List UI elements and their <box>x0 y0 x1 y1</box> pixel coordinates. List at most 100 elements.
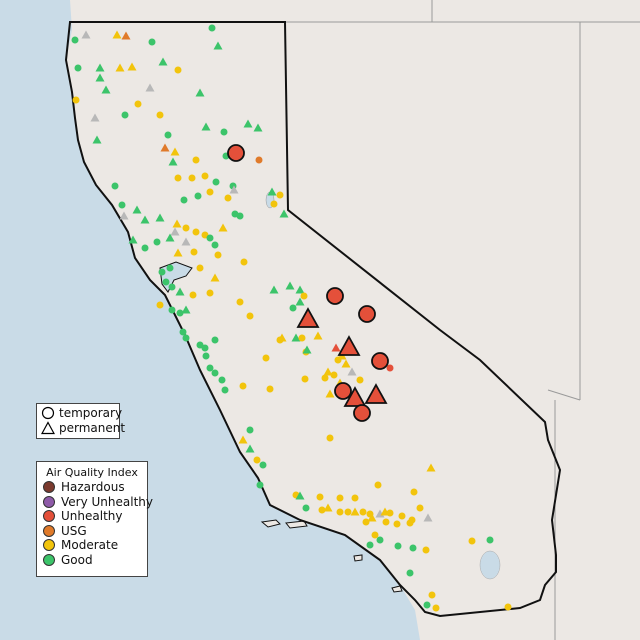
legend-row-permanent: permanent <box>41 420 125 436</box>
station-marker-permanent <box>115 63 125 72</box>
station-marker-temporary <box>190 248 198 256</box>
station-marker-temporary <box>336 494 344 502</box>
station-marker-temporary <box>432 604 440 612</box>
station-marker-permanent <box>302 345 312 354</box>
station-marker-temporary <box>221 386 229 394</box>
station-marker-temporary <box>201 172 209 180</box>
station-marker-permanent <box>295 285 305 294</box>
station-marker-temporary <box>276 191 284 199</box>
station-marker-temporary <box>166 264 174 272</box>
aqi-label-moderate: Moderate <box>61 538 119 553</box>
aqi-label-very-unhealthy: Very Unhealthy <box>61 494 153 509</box>
station-marker-temporary <box>189 291 197 299</box>
station-marker-temporary <box>416 504 424 512</box>
unhealthy-marker-permanent <box>343 386 367 407</box>
station-marker-permanent <box>218 223 228 232</box>
station-marker-permanent <box>245 444 255 453</box>
station-marker-temporary <box>318 506 326 514</box>
station-marker-permanent <box>253 123 263 132</box>
station-marker-temporary <box>176 309 184 317</box>
aqi-label-hazardous: Hazardous <box>61 480 125 495</box>
aqi-label-good: Good <box>61 552 93 567</box>
channel-island <box>260 519 281 528</box>
station-marker-temporary <box>74 64 82 72</box>
circle-icon <box>41 407 55 420</box>
station-marker-temporary <box>192 156 200 164</box>
station-marker-permanent <box>269 285 279 294</box>
state-borders <box>285 0 640 640</box>
station-marker-permanent <box>313 331 323 340</box>
station-marker-permanent <box>101 85 111 94</box>
station-marker-permanent <box>295 491 305 500</box>
station-marker-temporary <box>344 508 352 516</box>
station-marker-temporary <box>156 111 164 119</box>
aqi-label-unhealthy: Unhealthy <box>61 509 123 524</box>
station-marker-temporary <box>206 188 214 196</box>
unhealthy-marker-temporary <box>227 144 245 162</box>
station-marker-permanent <box>210 273 220 282</box>
monitor-type-legend: temporary permanent <box>36 403 125 439</box>
station-marker-permanent <box>331 343 341 352</box>
station-marker-permanent <box>213 41 223 50</box>
station-marker-temporary <box>316 493 324 501</box>
station-marker-temporary <box>300 292 308 300</box>
station-marker-permanent <box>243 119 253 128</box>
station-marker-temporary <box>366 541 374 549</box>
channel-island <box>285 520 308 529</box>
aqi-row-usg: USG <box>41 524 143 539</box>
unhealthy-marker-permanent <box>296 307 320 328</box>
station-marker-permanent <box>423 513 433 522</box>
station-marker-temporary <box>224 194 232 202</box>
station-marker-permanent <box>277 333 287 342</box>
station-marker-temporary <box>406 519 414 527</box>
station-marker-temporary <box>289 304 297 312</box>
station-marker-temporary <box>196 264 204 272</box>
station-marker-temporary <box>409 544 417 552</box>
station-marker-temporary <box>356 376 364 384</box>
station-marker-temporary <box>118 201 126 209</box>
station-marker-temporary <box>236 212 244 220</box>
station-marker-permanent <box>291 333 301 342</box>
station-marker-temporary <box>468 537 476 545</box>
station-marker-permanent <box>92 135 102 144</box>
station-marker-temporary <box>398 512 406 520</box>
station-marker-permanent <box>172 219 182 228</box>
station-marker-permanent <box>119 211 129 220</box>
station-marker-permanent <box>347 367 357 376</box>
aqi-row-good: Good <box>41 553 143 568</box>
station-marker-temporary <box>174 66 182 74</box>
station-marker-permanent <box>295 297 305 306</box>
channel-island <box>353 554 363 562</box>
legend-row-temporary: temporary <box>41 406 122 421</box>
aqi-row-very-unhealthy: Very Unhealthy <box>41 495 153 510</box>
station-marker-temporary <box>111 182 119 190</box>
station-marker-permanent <box>132 205 142 214</box>
station-marker-permanent <box>165 233 175 242</box>
station-marker-temporary <box>158 268 166 276</box>
station-marker-temporary <box>256 481 264 489</box>
station-marker-permanent <box>350 507 360 516</box>
station-marker-temporary <box>168 306 176 314</box>
baja-land <box>420 600 575 640</box>
station-marker-temporary <box>406 569 414 577</box>
unhealthy-marker-permanent <box>364 383 388 404</box>
aqi-row-moderate: Moderate <box>41 538 143 553</box>
station-marker-permanent <box>128 235 138 244</box>
station-marker-temporary <box>240 258 248 266</box>
station-marker-permanent <box>201 122 211 131</box>
triangle-icon <box>41 420 55 434</box>
station-marker-temporary <box>182 224 190 232</box>
station-marker-temporary <box>394 542 402 550</box>
station-marker-permanent <box>195 88 205 97</box>
station-marker-permanent <box>155 213 165 222</box>
station-marker-temporary <box>393 520 401 528</box>
station-marker-permanent <box>81 30 91 39</box>
unhealthy-marker-permanent <box>337 335 361 356</box>
station-marker-temporary <box>422 546 430 554</box>
hazardous-swatch <box>43 481 55 494</box>
station-marker-temporary <box>206 289 214 297</box>
moderate-swatch <box>43 539 55 552</box>
station-marker-permanent <box>285 281 295 290</box>
station-marker-temporary <box>168 283 176 291</box>
